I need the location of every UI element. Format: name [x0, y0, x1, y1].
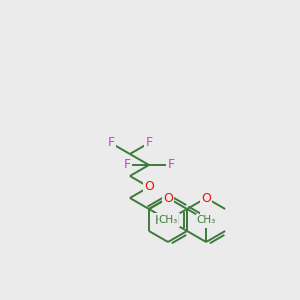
- Text: O: O: [201, 214, 211, 226]
- Text: F: F: [146, 136, 152, 149]
- Text: O: O: [144, 181, 154, 194]
- Text: F: F: [167, 158, 175, 172]
- Text: CH₃: CH₃: [158, 215, 178, 225]
- Text: F: F: [123, 158, 130, 172]
- Text: O: O: [163, 191, 173, 205]
- Text: N: N: [170, 214, 179, 226]
- Text: O: O: [201, 191, 211, 205]
- Text: F: F: [107, 136, 114, 149]
- Text: CH₃: CH₃: [196, 215, 216, 225]
- Text: H: H: [154, 214, 164, 226]
